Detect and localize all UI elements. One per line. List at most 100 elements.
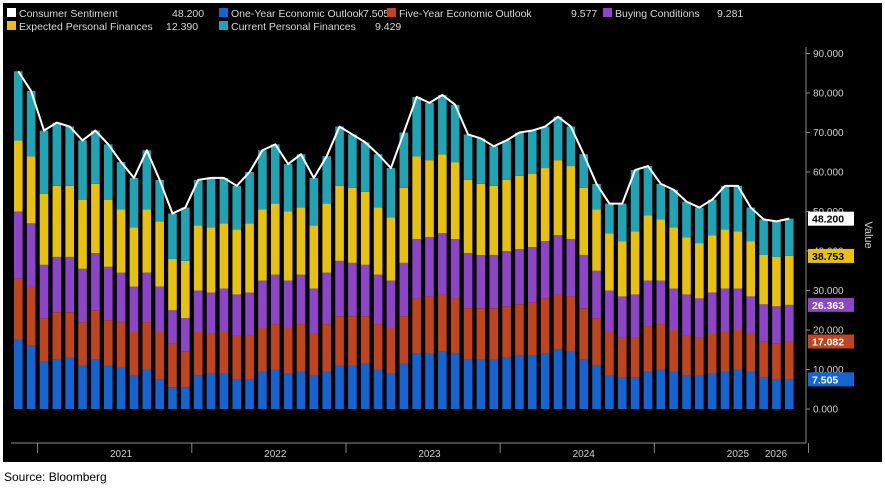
bar-five-year-economic-outlook [26,286,36,346]
bar-one-year-economic-outlook [450,353,460,409]
bar-one-year-economic-outlook [155,379,164,410]
bar-five-year-economic-outlook [219,331,229,374]
bar-expected-personal-finances [669,227,678,289]
bar-five-year-economic-outlook [540,298,550,354]
bar-current-personal-finances [39,130,49,194]
bar-current-personal-finances [219,177,229,224]
bar-current-personal-finances [206,177,216,228]
bar-current-personal-finances [245,172,254,224]
bar-expected-personal-finances [78,199,87,269]
bar-one-year-economic-outlook [181,387,190,409]
bar-five-year-economic-outlook [695,337,704,376]
bar-five-year-economic-outlook [322,324,331,372]
bar-five-year-economic-outlook [682,335,691,376]
bar-current-personal-finances [528,130,537,174]
bar-buying-conditions [142,272,152,323]
bar-current-personal-finances [168,213,177,259]
y-tick-label: 20.000 [813,326,844,337]
bar-one-year-economic-outlook [386,373,396,409]
bar-buying-conditions [65,256,74,313]
bar-expected-personal-finances [438,154,447,234]
bar-expected-personal-finances [245,223,254,293]
bar-five-year-economic-outlook [348,316,357,366]
bar-buying-conditions [579,254,588,309]
bar-one-year-economic-outlook [309,375,319,409]
bar-five-year-economic-outlook [605,331,614,376]
bar-expected-personal-finances [643,215,653,281]
bar-buying-conditions [695,298,704,338]
bar-current-personal-finances [26,91,36,157]
bar-current-personal-finances [232,185,242,230]
value-tag-box [808,334,854,349]
bar-buying-conditions [463,252,473,309]
bar-expected-personal-finances [412,156,421,240]
bar-expected-personal-finances [605,233,614,291]
bar-expected-personal-finances [129,227,139,287]
legend-value-buying: 9.281 [717,8,743,20]
bar-five-year-economic-outlook [772,343,781,380]
bar-five-year-economic-outlook [39,318,49,362]
value-tag-box [808,248,854,263]
x-tick-label: 2024 [573,449,596,460]
bar-one-year-economic-outlook [91,359,100,410]
x-tick-label: 2026 [765,449,788,460]
bar-expected-personal-finances [502,179,511,251]
bar-one-year-economic-outlook [617,377,627,409]
bar-expected-personal-finances [181,260,190,319]
bar-expected-personal-finances [283,211,293,281]
bar-one-year-economic-outlook [39,361,49,409]
bar-five-year-economic-outlook [360,316,370,364]
bar-expected-personal-finances [258,209,267,281]
bar-current-personal-finances [103,144,113,200]
bar-current-personal-finances [746,207,756,242]
bar-five-year-economic-outlook [502,306,511,358]
bar-buying-conditions [528,247,537,303]
value-tag-box [808,372,854,387]
bar-five-year-economic-outlook [476,308,486,360]
bar-five-year-economic-outlook [759,341,768,378]
bar-one-year-economic-outlook [14,339,23,410]
bar-buying-conditions [168,310,177,344]
bar-expected-personal-finances [720,229,730,289]
x-tick-label: 2021 [110,449,133,460]
bar-one-year-economic-outlook [335,365,344,409]
bar-expected-personal-finances [52,185,62,257]
bar-current-personal-finances [181,207,190,261]
legend-label-expected: Expected Personal Finances [19,21,153,33]
bar-one-year-economic-outlook [643,371,653,409]
value-tag-label: 48.200 [812,214,844,226]
bar-five-year-economic-outlook [116,322,126,368]
bar-buying-conditions [592,270,601,319]
value-tag-box [808,297,854,312]
bar-one-year-economic-outlook [283,373,293,409]
bar-buying-conditions [707,292,717,334]
bar-buying-conditions [656,280,666,325]
bar-five-year-economic-outlook [528,302,537,356]
bar-five-year-economic-outlook [91,310,100,360]
bar-expected-personal-finances [746,241,756,297]
bar-expected-personal-finances [733,231,743,289]
bar-one-year-economic-outlook [592,365,601,409]
bar-buying-conditions [296,274,306,325]
bar-one-year-economic-outlook [322,371,331,409]
bar-one-year-economic-outlook [772,379,781,410]
stacked-bar-chart: Consumer Sentiment 48.200 One-Year Econo… [7,8,874,460]
bar-buying-conditions [733,288,743,330]
y-tick-label: 60.000 [813,168,844,179]
bar-expected-personal-finances [772,256,781,307]
bar-current-personal-finances [785,218,794,256]
bar-current-personal-finances [566,126,576,167]
y-tick-label: 70.000 [813,128,844,139]
bar-five-year-economic-outlook [579,308,588,360]
bar-one-year-economic-outlook [296,371,306,409]
bar-expected-personal-finances [219,223,229,289]
bar-buying-conditions [26,223,36,287]
bar-expected-personal-finances [617,241,627,297]
bar-expected-personal-finances [39,193,49,265]
bar-one-year-economic-outlook [476,359,486,410]
bar-five-year-economic-outlook [103,320,113,366]
bar-current-personal-finances [605,203,614,234]
bar-one-year-economic-outlook [26,345,36,409]
value-tag-label: 26.363 [812,300,844,312]
bar-current-personal-finances [617,203,627,242]
